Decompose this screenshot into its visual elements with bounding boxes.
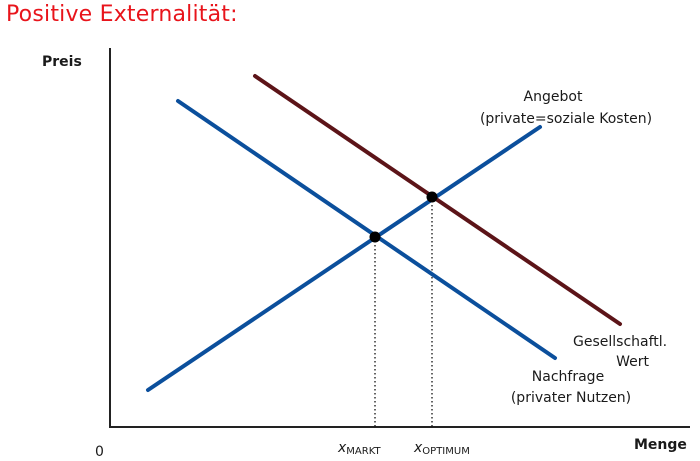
x-axis-label: Menge bbox=[634, 437, 687, 453]
optimum-x: x bbox=[413, 440, 423, 456]
market-equilibrium-point bbox=[369, 231, 381, 243]
supply-label: Angebot bbox=[524, 89, 583, 105]
demand-curve bbox=[176, 99, 557, 360]
market-quantity-label: xMARKT bbox=[337, 440, 381, 457]
y-axis-label: Preis bbox=[42, 54, 82, 70]
demand-label: Nachfrage bbox=[532, 369, 604, 385]
market-subscript: MARKT bbox=[346, 446, 381, 457]
demand-sublabel: (privater Nutzen) bbox=[511, 390, 631, 406]
social-value-sublabel: Wert bbox=[616, 354, 649, 370]
social-value-curve bbox=[253, 74, 622, 326]
optimum-point bbox=[426, 191, 438, 203]
origin-label: 0 bbox=[95, 444, 104, 460]
page-title: Positive Externalität: bbox=[6, 2, 238, 27]
supply-curve bbox=[146, 125, 542, 392]
social-value-label: Gesellschaftl. bbox=[573, 334, 667, 350]
optimum-subscript: OPTIMUM bbox=[422, 446, 470, 457]
market-x: x bbox=[337, 440, 347, 456]
optimum-quantity-label: xOPTIMUM bbox=[413, 440, 470, 457]
supply-sublabel: (private=soziale Kosten) bbox=[480, 111, 652, 127]
